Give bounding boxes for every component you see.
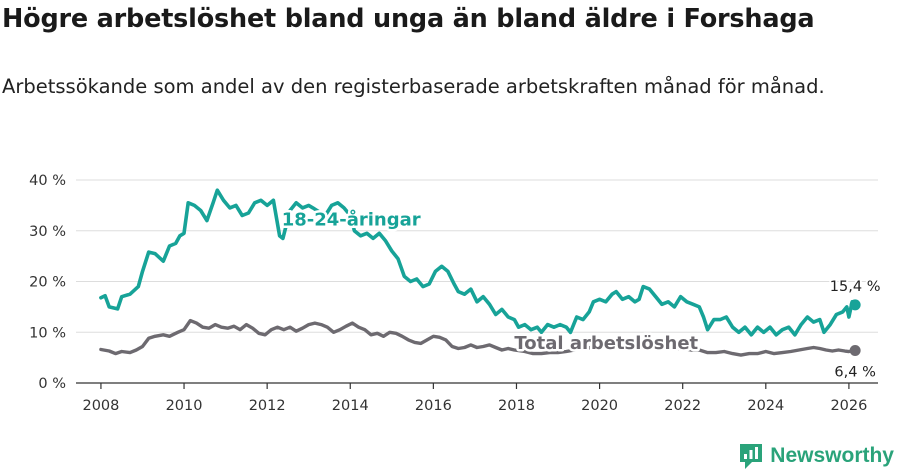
y-tick-label: 10 % xyxy=(29,325,66,341)
y-tick-label: 40 % xyxy=(29,173,66,189)
x-tick-label: 2010 xyxy=(166,398,203,414)
chart-title: Högre arbetslöshet bland unga än bland ä… xyxy=(2,4,815,34)
series-line-youth xyxy=(99,188,857,337)
end-value-total: 6,4 % xyxy=(834,365,875,381)
x-tick-label: 2024 xyxy=(747,398,784,414)
end-point-youth xyxy=(849,299,861,311)
x-tick-label: 2014 xyxy=(332,398,369,414)
y-tick-label: 0 % xyxy=(38,376,66,392)
x-tick-label: 2012 xyxy=(249,398,286,414)
y-tick-label: 20 % xyxy=(29,275,66,291)
series-label-total: Total arbetslöshet xyxy=(514,333,698,354)
x-tick-label: 2026 xyxy=(830,398,867,414)
x-tick-label: 2016 xyxy=(415,398,452,414)
x-tick-label: 2022 xyxy=(664,398,701,414)
gridlines xyxy=(76,179,878,333)
series-line-total xyxy=(99,318,857,357)
series-lines xyxy=(99,188,861,357)
brand-name: Newsworthy xyxy=(770,444,894,467)
end-point-total xyxy=(849,345,861,357)
newsworthy-logo-icon xyxy=(740,444,763,469)
x-tick-label: 2008 xyxy=(82,398,119,414)
series-labels: 18-24-åringar Total arbetslöshet 15,4 % 6,4… xyxy=(279,206,882,382)
chart-subtitle: Arbetssökande som andel av den registerb… xyxy=(2,75,825,98)
x-tick-label: 2018 xyxy=(498,398,535,414)
axes: 0 % 10 % 20 % 30 % 40 % 2008 2010 2012 2014 2016 2… xyxy=(29,173,878,414)
series-label-youth: 18-24-åringar xyxy=(282,209,421,231)
newsworthy-logo: Newsworthy xyxy=(738,442,894,470)
x-tick-label: 2020 xyxy=(581,398,618,414)
y-tick-label: 30 % xyxy=(29,224,66,240)
end-value-youth: 15,4 % xyxy=(830,279,881,295)
